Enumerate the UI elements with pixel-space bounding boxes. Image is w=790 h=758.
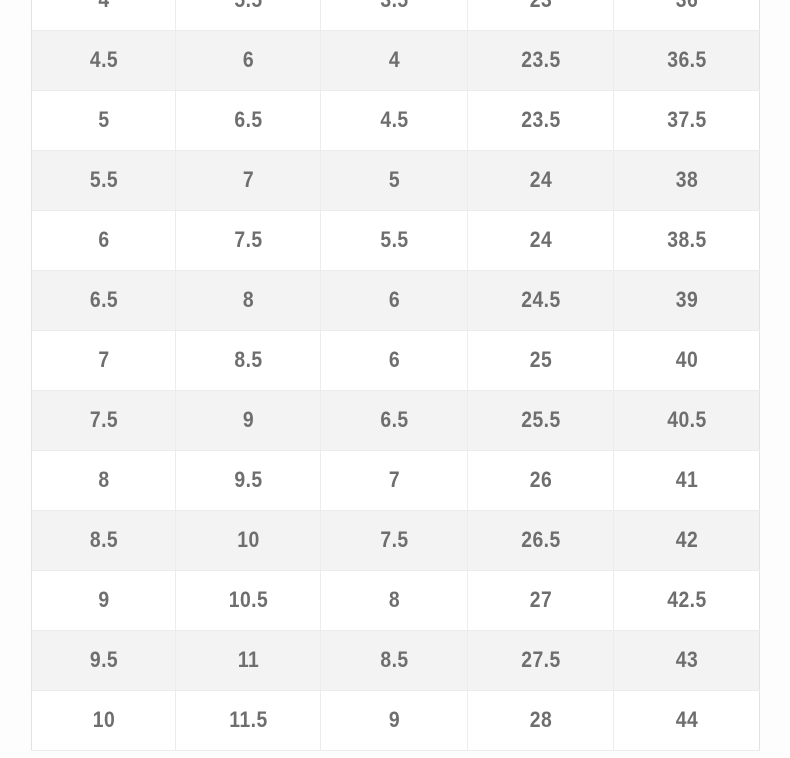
table-row: 10 11.5 9 28 44 — [31, 690, 760, 751]
table-cell: 40 — [622, 330, 751, 391]
table-cell: 40.5 — [622, 390, 751, 451]
table-cell: 8 — [184, 270, 313, 331]
table-cell: 43 — [622, 630, 751, 691]
table-cell: 24 — [476, 210, 606, 271]
table-cell: 9 — [40, 570, 168, 631]
table-row: 8.5 10 7.5 26.5 42 — [31, 510, 760, 571]
table-cell: 42.5 — [622, 570, 751, 631]
table-cell: 26 — [476, 450, 606, 511]
table-cell: 10.5 — [184, 570, 313, 631]
table-cell: 6 — [329, 270, 460, 331]
table-cell: 5 — [329, 150, 460, 211]
table-cell: 23.5 — [476, 30, 606, 91]
table-row: 4.5 6 4 23.5 36.5 — [31, 30, 760, 91]
table-cell: 23.5 — [476, 90, 606, 151]
table-row: 9.5 11 8.5 27.5 43 — [31, 630, 760, 691]
table-cell: 36.5 — [622, 30, 751, 91]
table-cell: 7 — [40, 330, 168, 391]
table-scroll-region: 45.53.523364.56423.536.556.54.523.537.55… — [31, 0, 760, 751]
table-body: 45.53.523364.56423.536.556.54.523.537.55… — [31, 0, 760, 751]
table-cell: 38 — [622, 150, 751, 211]
table-cell: 4 — [329, 30, 460, 91]
table-cell: 10 — [40, 690, 168, 751]
table-cell: 41 — [622, 450, 751, 511]
table-cell: 27 — [476, 570, 606, 631]
table-cell: 4 — [40, 0, 168, 31]
table-cell: 10 — [184, 510, 313, 571]
table-cell: 6.5 — [329, 390, 460, 451]
table-row: 9 10.5 8 27 42.5 — [31, 570, 760, 631]
table-cell: 8 — [40, 450, 168, 511]
table-cell: 5.5 — [184, 0, 313, 31]
table-cell: 7 — [184, 150, 313, 211]
table-row: 4 5.5 3.5 23 36 — [31, 0, 760, 31]
table-cell: 9 — [184, 390, 313, 451]
table-cell: 24.5 — [476, 270, 606, 331]
table-cell: 25 — [476, 330, 606, 391]
table-row: 5.5 7 5 24 38 — [31, 150, 760, 211]
table-cell: 8.5 — [184, 330, 313, 391]
table-cell: 3.5 — [329, 0, 460, 31]
table-cell: 6 — [329, 330, 460, 391]
table-row: 7.5 9 6.5 25.5 40.5 — [31, 390, 760, 451]
table-cell: 7.5 — [184, 210, 313, 271]
table-cell: 4.5 — [329, 90, 460, 151]
table-cell: 37.5 — [622, 90, 751, 151]
table-cell: 9 — [329, 690, 460, 751]
table-cell: 6.5 — [40, 270, 168, 331]
table-cell: 26.5 — [476, 510, 606, 571]
table-cell: 23 — [476, 0, 606, 31]
table-cell: 6 — [40, 210, 168, 271]
table-cell: 27.5 — [476, 630, 606, 691]
table-cell: 39 — [622, 270, 751, 331]
table-cell: 6.5 — [184, 90, 313, 151]
table-cell: 5.5 — [40, 150, 168, 211]
table-row: 6 7.5 5.5 24 38.5 — [31, 210, 760, 271]
table-cell: 8.5 — [40, 510, 168, 571]
table-cell: 7.5 — [40, 390, 168, 451]
table-cell: 5 — [40, 90, 168, 151]
table-cell: 7 — [329, 450, 460, 511]
table-cell: 42 — [622, 510, 751, 571]
table-cell: 11.5 — [184, 690, 313, 751]
table-cell: 44 — [622, 690, 751, 751]
table-cell: 38.5 — [622, 210, 751, 271]
table-row: 8 9.5 7 26 41 — [31, 450, 760, 511]
table-cell: 8 — [329, 570, 460, 631]
table-cell: 6 — [184, 30, 313, 91]
table-row: 6.5 8 6 24.5 39 — [31, 270, 760, 331]
table-cell: 8.5 — [329, 630, 460, 691]
table-cell: 25.5 — [476, 390, 606, 451]
table-cell: 9.5 — [40, 630, 168, 691]
table-cell: 24 — [476, 150, 606, 211]
table-cell: 11 — [184, 630, 313, 691]
table-row: 7 8.5 6 25 40 — [31, 330, 760, 391]
table-cell: 9.5 — [184, 450, 313, 511]
shoe-size-conversion-table: 45.53.523364.56423.536.556.54.523.537.55… — [31, 0, 760, 751]
table-cell: 36 — [622, 0, 751, 31]
table-cell: 5.5 — [329, 210, 460, 271]
table-row: 5 6.5 4.5 23.5 37.5 — [31, 90, 760, 151]
table-cell: 28 — [476, 690, 606, 751]
table-cell: 4.5 — [40, 30, 168, 91]
table-cell: 7.5 — [329, 510, 460, 571]
